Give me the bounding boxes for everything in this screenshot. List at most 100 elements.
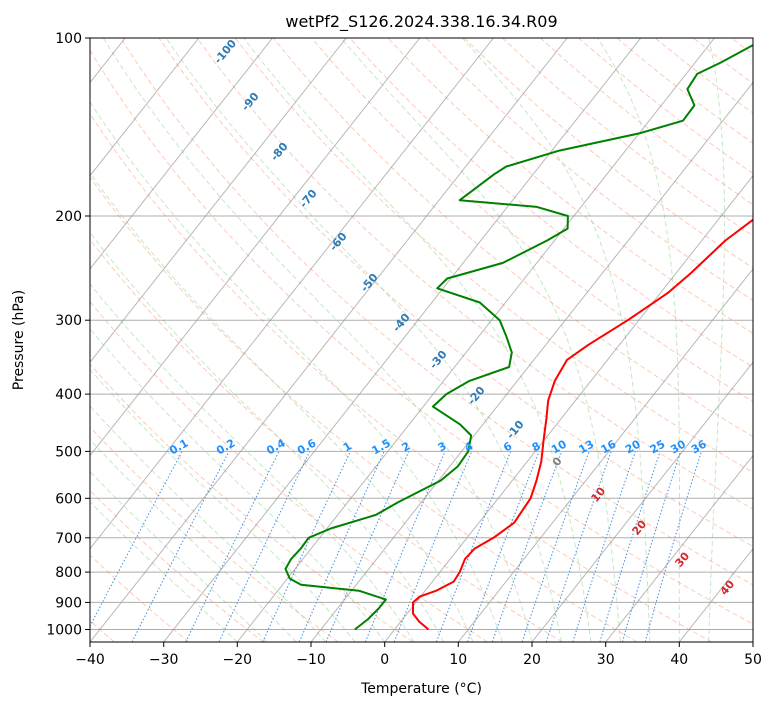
mixing-ratio-label: 36 (689, 437, 709, 456)
isopleth-labels: 0.1 0.2 0.4 0.6 1 1.5 2 3 4 6 8 10 13 16 20 25 30 36-100-… (167, 37, 737, 598)
mixing-ratio-label: 25 (648, 438, 668, 457)
dry-adiabat-line (90, 238, 563, 642)
moist-adiabat-line (90, 439, 297, 642)
y-tick-label: 600 (55, 491, 82, 507)
mixing-ratio-label: 3 (436, 439, 449, 454)
mixing-ratio-label: 4 (462, 439, 475, 454)
y-axis-label: Pressure (hPa) (11, 290, 27, 390)
dry-adiabat-line (90, 49, 753, 625)
mixing-ratio-line (467, 451, 540, 642)
dewpoint-profile-line (284, 43, 753, 631)
moist-adiabat-line (102, 38, 533, 642)
dry-adiabat-label: -70 (297, 187, 320, 211)
x-tick-label: 30 (597, 652, 615, 668)
moist-adiabat-line (708, 38, 725, 642)
dry-adiabat-line (90, 176, 638, 642)
dry-adiabat-line (349, 38, 753, 368)
y-tick-label: 900 (55, 595, 82, 611)
isotherm-line (90, 38, 347, 364)
dry-adiabat-line (502, 38, 753, 237)
moist-adiabat-line (90, 100, 503, 642)
moist-adiabat-line (461, 38, 651, 642)
mixing-ratio-line (599, 451, 661, 642)
dry-adiabat-label: -80 (268, 140, 291, 164)
isotherm-line (236, 38, 715, 642)
dry-adiabat-line (463, 38, 753, 269)
dry-adiabat-label: -60 (327, 230, 350, 254)
dry-adiabat-line (90, 363, 414, 642)
dry-adiabat-label: 10 (588, 484, 608, 504)
y-tick-label: 400 (55, 387, 82, 403)
dry-adiabat-label: -90 (239, 90, 262, 114)
moist-adiabat-line (90, 283, 415, 642)
dry-adiabat-label: -100 (211, 37, 239, 67)
moist-adiabat-line (90, 405, 327, 642)
mixing-ratio-label: 0.1 (167, 436, 190, 457)
mixing-ratio-line (621, 451, 682, 642)
moist-adiabat-line (165, 38, 562, 642)
mixing-ratio-line (325, 451, 410, 642)
dry-adiabat-line (692, 38, 753, 85)
mixing-ratio-label: 0.4 (264, 436, 288, 457)
isotherm-line (605, 454, 753, 642)
mixing-ratio-line (644, 451, 702, 642)
dry-adiabat-line (425, 38, 753, 301)
x-tick-label: 40 (670, 652, 688, 668)
background-grid (90, 38, 753, 642)
dry-adiabat-line (90, 489, 264, 642)
isotherm-line (678, 547, 753, 642)
dry-adiabat-line (90, 300, 488, 642)
x-tick-label: −10 (296, 652, 326, 668)
mixing-ratio-line (218, 451, 311, 642)
y-tick-label: 700 (55, 531, 82, 547)
isotherm-line (90, 38, 273, 270)
dry-adiabat-line (90, 426, 339, 642)
dry-adiabat-line (196, 38, 753, 510)
mixing-ratio-line (364, 451, 446, 642)
mixing-ratio-line (90, 451, 183, 628)
mixing-ratio-label: 1 (341, 439, 354, 454)
dry-adiabat-label: 40 (717, 577, 737, 597)
isotherm-line (310, 81, 753, 642)
dry-adiabat-line (234, 38, 753, 474)
mixing-ratio-line (545, 451, 612, 642)
mixing-ratio-line (491, 451, 563, 642)
y-tick-label: 300 (55, 313, 82, 329)
x-tick-label: −30 (149, 652, 179, 668)
dry-adiabat-line (311, 38, 753, 403)
moist-adiabat-line (243, 38, 592, 642)
y-tick-label: 100 (55, 31, 82, 47)
y-tick-label: 500 (55, 444, 82, 460)
dry-adiabat-line (120, 38, 753, 586)
moist-adiabat-line (90, 470, 268, 642)
isotherm-line (531, 361, 753, 642)
isotherm-line (90, 38, 421, 457)
mixing-ratio-line (131, 451, 230, 642)
isotherm-line (752, 641, 753, 642)
x-axis-label: Temperature (°C) (360, 681, 482, 697)
mixing-ratio-label: 16 (599, 437, 619, 456)
x-tick-label: 20 (523, 652, 541, 668)
moist-adiabat-line (90, 501, 238, 642)
moist-adiabat-line (90, 368, 356, 642)
mixing-ratio-label: 0.2 (214, 436, 237, 457)
dry-adiabat-line (273, 38, 753, 438)
mixing-ratio-label: 2 (399, 439, 412, 454)
y-tick-label: 800 (55, 565, 82, 581)
dry-adiabat-line (158, 38, 753, 548)
moist-adiabat-line (597, 38, 680, 642)
mixing-ratio-line (521, 451, 590, 642)
mixing-ratio-label: 1.5 (369, 436, 392, 457)
mixing-ratio-line (435, 451, 512, 642)
x-tick-label: 0 (380, 652, 389, 668)
chart-title: wetPf2_S126.2024.338.16.34.R09 (285, 12, 557, 32)
dry-adiabat-label: -50 (358, 271, 381, 295)
isotherm-line (90, 38, 200, 177)
dry-adiabat-line (654, 38, 753, 114)
temperature-profile-line (412, 218, 753, 631)
x-tick-label: 50 (744, 652, 762, 668)
isotherm-line (90, 38, 568, 642)
x-tick-label: −20 (223, 652, 253, 668)
dry-adiabat-label: 0 (550, 454, 565, 468)
moist-adiabat-line (340, 38, 621, 642)
